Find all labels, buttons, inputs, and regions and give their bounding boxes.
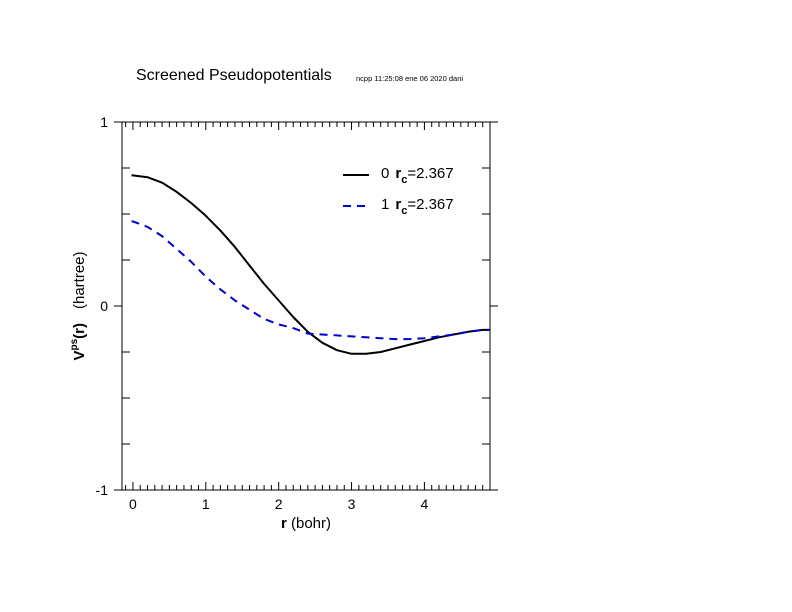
legend-entry-0-value: =2.367 [407,165,453,182]
legend-entry-1-rc: r [395,196,401,213]
x-tick-label: 3 [348,496,356,512]
legend-entry-0-rc-sub: c [401,174,407,186]
y-tick-label: 0 [100,298,108,314]
tick-labels: 0 1 2 3 4 -1 0 1 [96,114,429,512]
series-line-1 [131,220,490,341]
x-axis-label-bold: r [281,515,287,532]
chart-subtitle: ncpp 11:25:08 ene 06 2020 dani [356,74,464,83]
series-line-0 [131,174,490,355]
y-tick-label: 1 [100,114,108,130]
y-axis-label-main: V [71,351,88,361]
y-axis-label: Vps(r) (hartree) [69,251,88,360]
y-axis-label-unit: (hartree) [71,251,88,309]
x-tick-label: 0 [129,496,137,512]
y-axis-label-sup: ps [69,338,80,350]
legend-entry-1-name: 1 [381,196,389,213]
x-axis-label-rest: (bohr) [287,515,331,532]
legend-entry-0-rc: r [395,165,401,182]
chart-title: Screened Pseudopotentials [136,67,332,84]
legend-entry-1: 1 rc=2.367 [381,196,454,217]
x-axis-label: r (bohr) [281,515,331,532]
series-lines [131,174,490,355]
legend: 0 rc=2.367 1 rc=2.367 [343,165,454,217]
y-axis-label-group: Vps(r) (hartree) [69,251,88,360]
legend-entry-1-value: =2.367 [407,196,453,213]
x-tick-label: 2 [275,496,283,512]
tick-marks [114,121,498,491]
x-tick-label: 4 [421,496,429,512]
legend-entry-0-name: 0 [381,165,389,182]
y-tick-label: -1 [96,482,109,498]
legend-entry-0: 0 rc=2.367 [381,165,454,186]
y-axis-label-arg: (r) [71,323,88,339]
x-tick-label: 1 [202,496,210,512]
legend-entry-1-rc-sub: c [401,205,407,217]
